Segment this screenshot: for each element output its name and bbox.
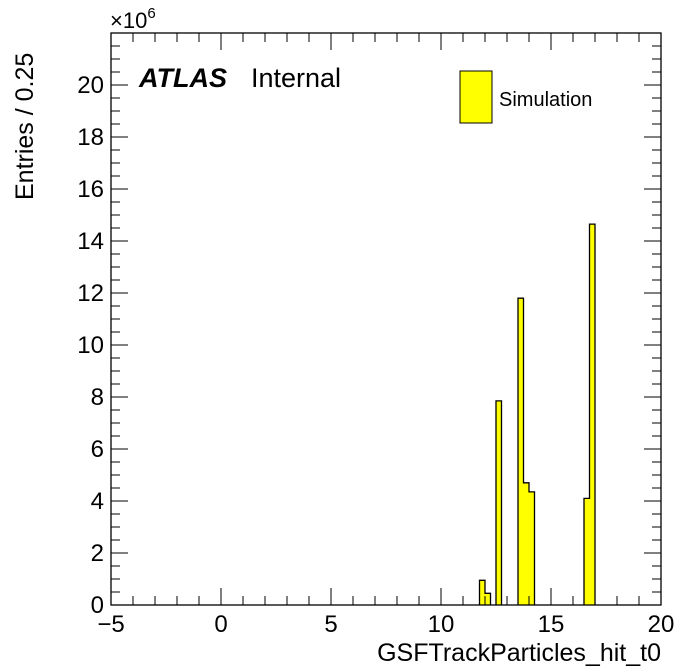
- y-tick-label: 16: [77, 176, 104, 203]
- histogram-bar: [485, 593, 491, 605]
- histogram-outline: [478, 223, 596, 605]
- histogram-bar: [496, 400, 502, 605]
- atlas-status-label: Internal: [251, 63, 341, 93]
- y-tick-label: 12: [77, 280, 104, 307]
- x-axis-label: GSFTrackParticles_hit_t0: [377, 639, 661, 667]
- histogram-bar: [529, 491, 535, 605]
- axis-ticks: [110, 32, 662, 606]
- plot-frame: [110, 32, 662, 606]
- x-tick-label: 5: [324, 611, 337, 638]
- x-tick-label: 15: [538, 611, 565, 638]
- histogram-bar: [523, 482, 529, 605]
- y-tick-label: 2: [91, 540, 104, 567]
- y-tick-label: 10: [77, 332, 104, 359]
- histogram-bars: [478, 223, 596, 605]
- x-tick-label: 20: [648, 611, 675, 638]
- plot-border: [110, 32, 662, 606]
- histogram-bar: [589, 224, 595, 605]
- y-tick-label: 8: [91, 384, 104, 411]
- legend: Simulation: [459, 70, 592, 124]
- y-tick-label: 18: [77, 124, 104, 151]
- legend-swatch: [459, 70, 493, 124]
- y-tick-label: 6: [91, 436, 104, 463]
- y-axis-multiplier: ×106: [110, 5, 156, 33]
- x-tick-label: −5: [97, 611, 124, 638]
- y-tick-label: 20: [77, 72, 104, 99]
- y-tick-label: 0: [91, 592, 104, 619]
- atlas-label: ATLAS: [138, 63, 227, 93]
- y-tick-label: 14: [77, 228, 104, 255]
- y-axis-label: Entries / 0.25: [11, 53, 39, 200]
- x-tick-label: 10: [428, 611, 455, 638]
- histogram-bar: [479, 580, 485, 605]
- y-tick-label: 4: [91, 488, 104, 515]
- histogram-bar: [518, 298, 524, 605]
- legend-entry-label: Simulation: [499, 89, 592, 111]
- histogram-bar: [584, 498, 590, 605]
- x-tick-label: 0: [214, 611, 227, 638]
